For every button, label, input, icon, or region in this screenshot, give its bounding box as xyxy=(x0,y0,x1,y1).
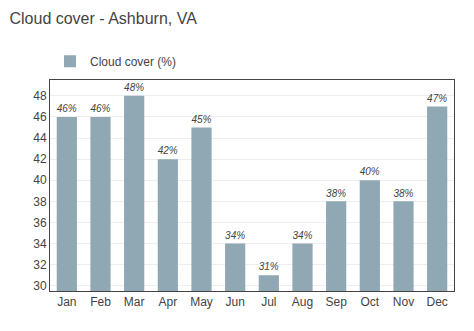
svg-text:Jan: Jan xyxy=(57,295,76,309)
svg-text:38: 38 xyxy=(33,195,47,209)
svg-text:34%: 34% xyxy=(292,230,312,241)
svg-text:36: 36 xyxy=(33,216,47,230)
svg-text:Feb: Feb xyxy=(90,295,111,309)
svg-text:32: 32 xyxy=(33,258,47,272)
svg-text:Cloud cover (%): Cloud cover (%) xyxy=(90,55,176,69)
svg-text:48%: 48% xyxy=(124,82,144,93)
svg-text:40: 40 xyxy=(33,173,47,187)
svg-text:Jun: Jun xyxy=(225,295,244,309)
svg-text:45%: 45% xyxy=(191,114,211,125)
svg-text:34%: 34% xyxy=(225,230,245,241)
svg-text:Aug: Aug xyxy=(292,295,313,309)
svg-text:38%: 38% xyxy=(326,188,346,199)
svg-text:Dec: Dec xyxy=(426,295,447,309)
svg-text:47%: 47% xyxy=(427,93,447,104)
svg-text:Sep: Sep xyxy=(325,295,347,309)
svg-text:Oct: Oct xyxy=(360,295,379,309)
svg-text:44: 44 xyxy=(33,131,47,145)
svg-text:40%: 40% xyxy=(360,166,380,177)
svg-text:Mar: Mar xyxy=(124,295,145,309)
svg-text:Nov: Nov xyxy=(393,295,414,309)
svg-text:31%: 31% xyxy=(259,261,279,272)
svg-text:Jul: Jul xyxy=(261,295,276,309)
svg-text:42%: 42% xyxy=(158,145,178,156)
svg-text:46: 46 xyxy=(33,110,47,124)
svg-text:42: 42 xyxy=(33,152,47,166)
svg-text:38%: 38% xyxy=(393,188,413,199)
svg-text:30: 30 xyxy=(33,279,47,293)
svg-text:34: 34 xyxy=(33,237,47,251)
svg-text:Cloud cover - Ashburn, VA: Cloud cover - Ashburn, VA xyxy=(9,10,197,27)
svg-text:46%: 46% xyxy=(57,103,77,114)
svg-text:48: 48 xyxy=(33,89,47,103)
svg-text:46%: 46% xyxy=(90,103,110,114)
svg-text:May: May xyxy=(190,295,213,309)
svg-text:Apr: Apr xyxy=(158,295,177,309)
